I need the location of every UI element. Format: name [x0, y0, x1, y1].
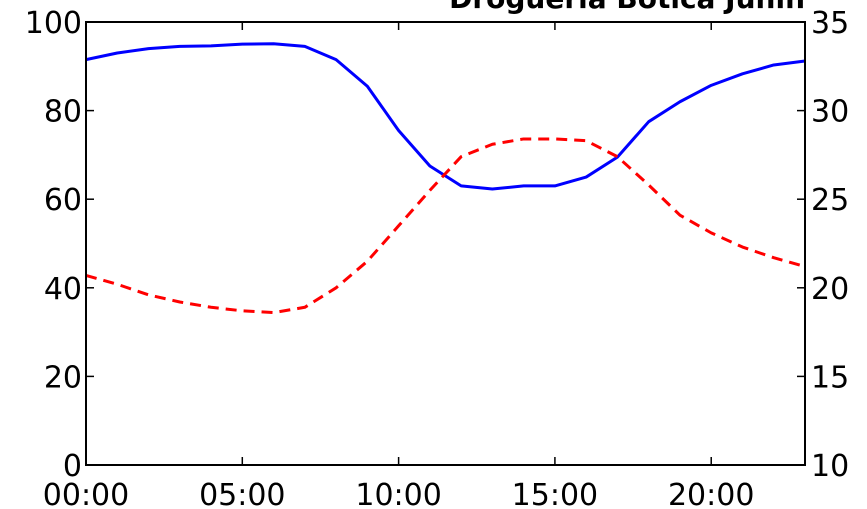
series-line-left-axis [85, 42, 806, 191]
series-layer [85, 42, 806, 315]
y2-tick-label: 20 [811, 272, 849, 307]
y-tick-label: 80 [44, 95, 82, 130]
x-tick-label: 20:00 [668, 478, 754, 509]
plot-frame [85, 21, 806, 466]
chart-title: Drogueria Botica Junin [449, 0, 805, 15]
y-tick-label: 60 [44, 183, 82, 218]
ticks-layer: 00:00 05:00 10:00 15:00 20:00 0 20 40 60 80 100 10 1… [25, 6, 849, 509]
y2-tick-label: 25 [811, 183, 849, 218]
x-tick-label: 15:00 [512, 478, 598, 509]
y-tick-label: 0 [63, 449, 82, 484]
y2-tick-label: 35 [811, 6, 849, 41]
x-tick-label: 05:00 [199, 478, 285, 509]
plot-background [86, 22, 805, 465]
y2-tick-label: 10 [811, 449, 849, 484]
x-tick-label: 00:00 [43, 478, 129, 509]
y-tick-label: 20 [44, 360, 82, 395]
x-tick-label: 10:00 [355, 478, 441, 509]
y2-tick-label: 30 [811, 95, 849, 130]
series-line-right-axis [85, 137, 806, 315]
y-tick-label: 100 [25, 6, 82, 41]
y2-tick-label: 15 [811, 360, 849, 395]
y-tick-label: 40 [44, 272, 82, 307]
